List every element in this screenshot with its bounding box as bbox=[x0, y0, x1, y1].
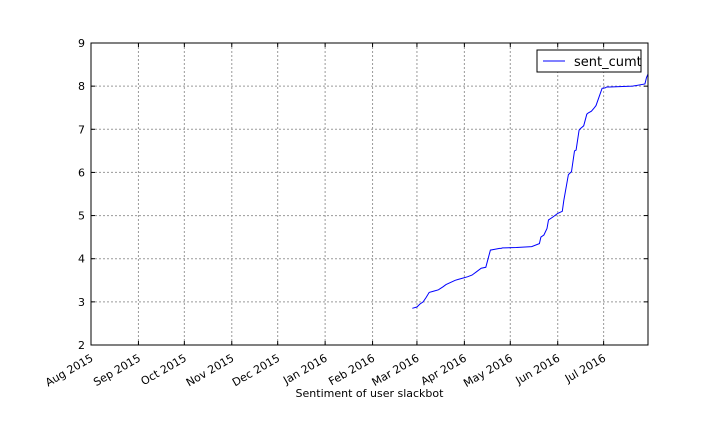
y-tick-label: 6 bbox=[78, 166, 85, 179]
x-tick-label: Jan 2016 bbox=[280, 352, 329, 388]
y-tick-label: 2 bbox=[78, 339, 85, 352]
x-tick-label: Mar 2016 bbox=[370, 352, 422, 389]
x-tick-label: Oct 2015 bbox=[139, 352, 189, 389]
legend-box bbox=[536, 49, 642, 73]
legend-label: sent_cumt bbox=[574, 55, 642, 70]
legend: sent_cumt bbox=[536, 49, 642, 73]
plot-frame bbox=[90, 42, 649, 346]
y-tick-label: 9 bbox=[78, 37, 85, 50]
y-tick-labels: 2 3 4 5 6 7 8 9 bbox=[78, 37, 85, 352]
x-tick-label: Sep 2015 bbox=[91, 352, 143, 389]
y-tick-label: 5 bbox=[78, 210, 85, 223]
x-tick-label: Apr 2016 bbox=[419, 352, 469, 389]
x-axis-label: Sentiment of user slackbot bbox=[296, 387, 445, 400]
y-tick-label: 7 bbox=[78, 123, 85, 136]
x-tick-label: Jun 2016 bbox=[513, 352, 563, 388]
y-tick-label: 8 bbox=[78, 80, 85, 93]
x-tick-label: May 2016 bbox=[461, 352, 514, 390]
y-tick-label: 4 bbox=[78, 253, 85, 266]
tick-layer bbox=[90, 42, 648, 346]
x-tick-label: Jul 2016 bbox=[562, 352, 608, 386]
x-tick-label: Nov 2015 bbox=[184, 352, 236, 390]
series-line-sent-cumt bbox=[412, 73, 649, 309]
x-tick-label: Feb 2016 bbox=[326, 352, 377, 389]
x-tick-label: Dec 2015 bbox=[230, 352, 282, 390]
y-tick-label: 3 bbox=[78, 296, 85, 309]
x-tick-label: Aug 2015 bbox=[43, 352, 95, 390]
